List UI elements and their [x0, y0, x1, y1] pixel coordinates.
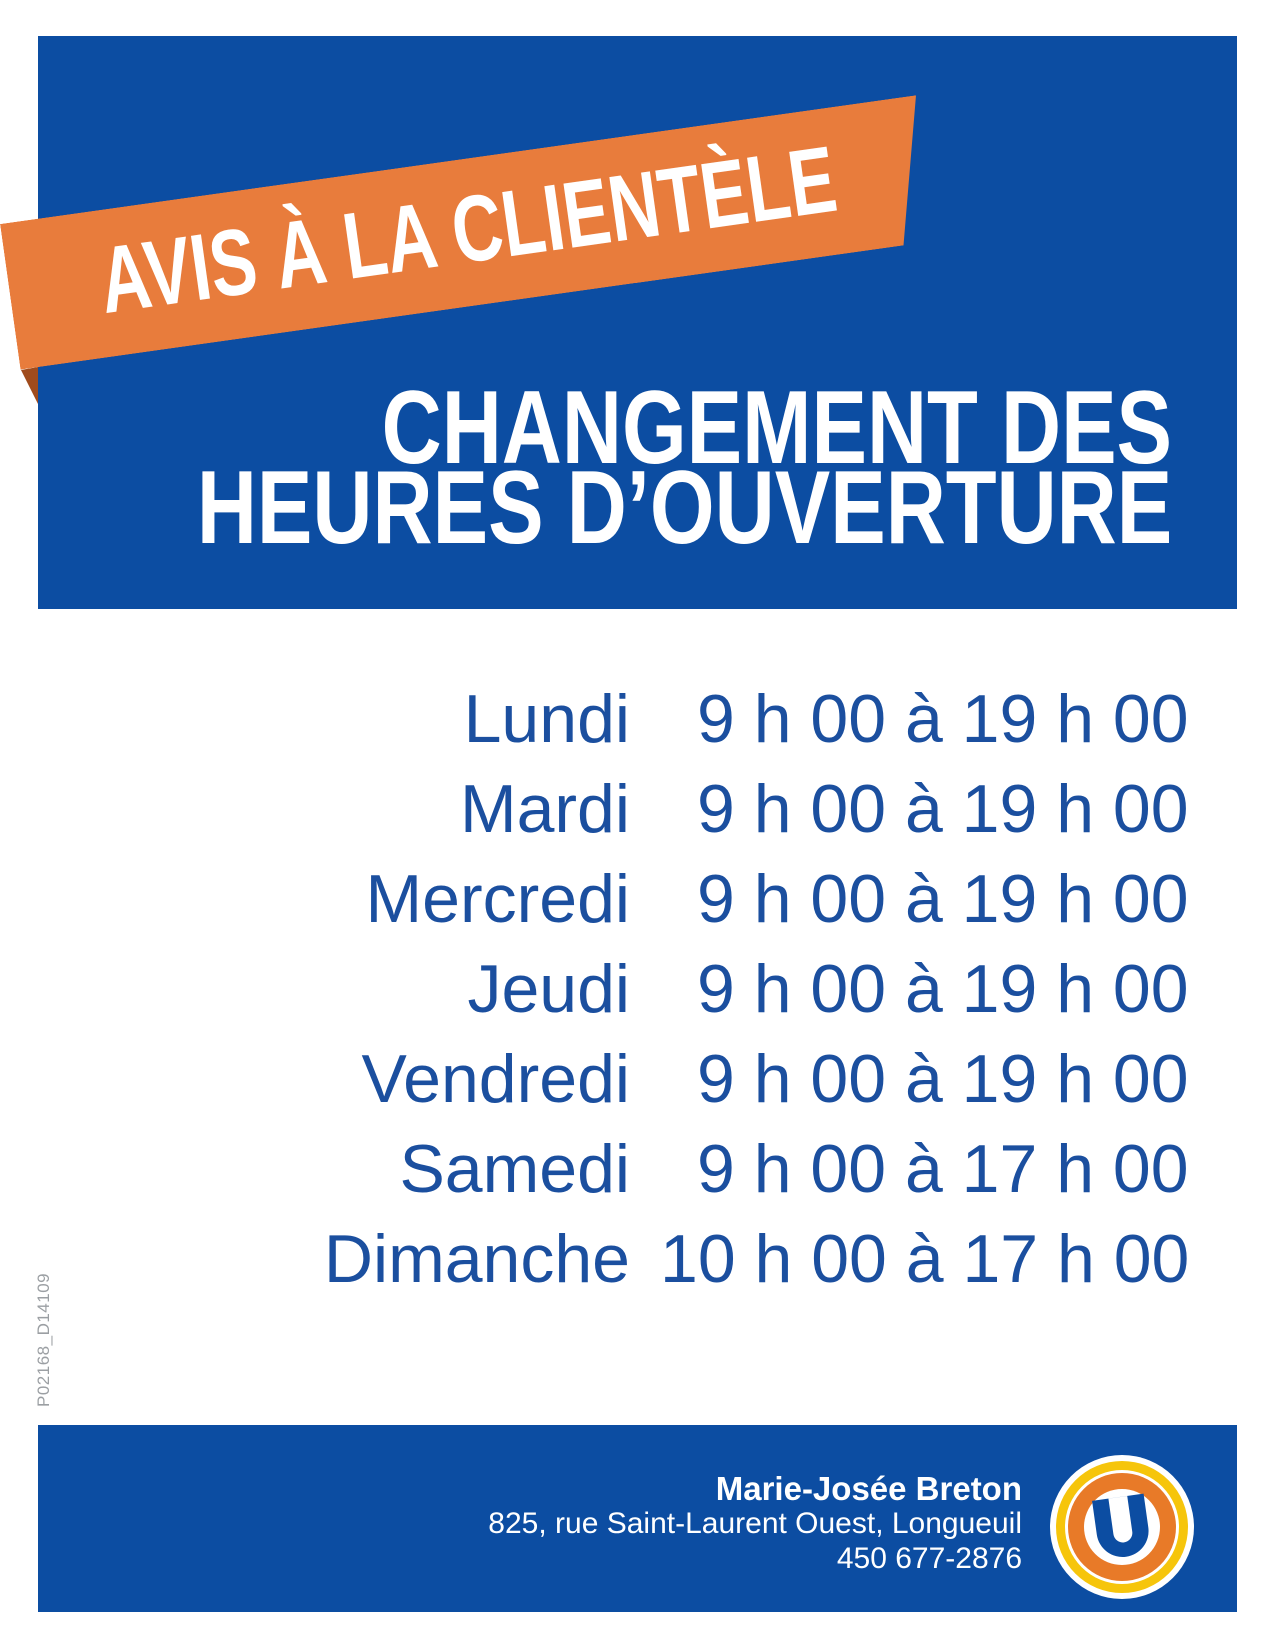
- day-label: Mercredi: [365, 861, 631, 937]
- hours-value: 9 h 00 à 19 h 00: [697, 951, 1189, 1027]
- contact-block: Marie-Josée Breton 825, rue Saint-Lauren…: [488, 1471, 1022, 1576]
- hours-value: 9 h 00 à 19 h 00: [697, 681, 1189, 757]
- footer-bar: [38, 1425, 1237, 1612]
- opening-hours-table: Lundi 9 h 00 à 19 h 00 Mardi 9 h 00 à 19…: [38, 674, 1198, 1304]
- day-label: Lundi: [463, 681, 630, 757]
- hours-value: 9 h 00 à 19 h 00: [697, 861, 1189, 937]
- logo-letter-u: [1092, 1493, 1149, 1557]
- title-line-1: CHANGEMENT DES: [381, 370, 1172, 486]
- day-label: Dimanche: [323, 1221, 630, 1297]
- day-label: Samedi: [399, 1131, 630, 1207]
- hours-value: 9 h 00 à 19 h 00: [697, 1041, 1189, 1117]
- contact-phone: 450 677-2876: [836, 1542, 1022, 1575]
- contact-name: Marie-Josée Breton: [715, 1470, 1022, 1507]
- contact-address: 825, rue Saint-Laurent Ouest, Longueuil: [488, 1507, 1022, 1540]
- print-code: P02168_D14109: [34, 1272, 53, 1407]
- page-title: CHANGEMENT DES HEURES D’OUVERTURE: [0, 370, 1172, 566]
- u-brand-logo-icon: [1050, 1455, 1194, 1599]
- day-label: Vendredi: [361, 1041, 630, 1117]
- hours-value: 9 h 00 à 19 h 00: [697, 771, 1189, 847]
- day-label: Mardi: [459, 771, 630, 847]
- day-label: Jeudi: [467, 951, 630, 1027]
- title-line-2: HEURES D’OUVERTURE: [196, 450, 1172, 566]
- hours-value: 10 h 00 à 17 h 00: [660, 1221, 1190, 1297]
- hours-value: 9 h 00 à 17 h 00: [697, 1131, 1189, 1207]
